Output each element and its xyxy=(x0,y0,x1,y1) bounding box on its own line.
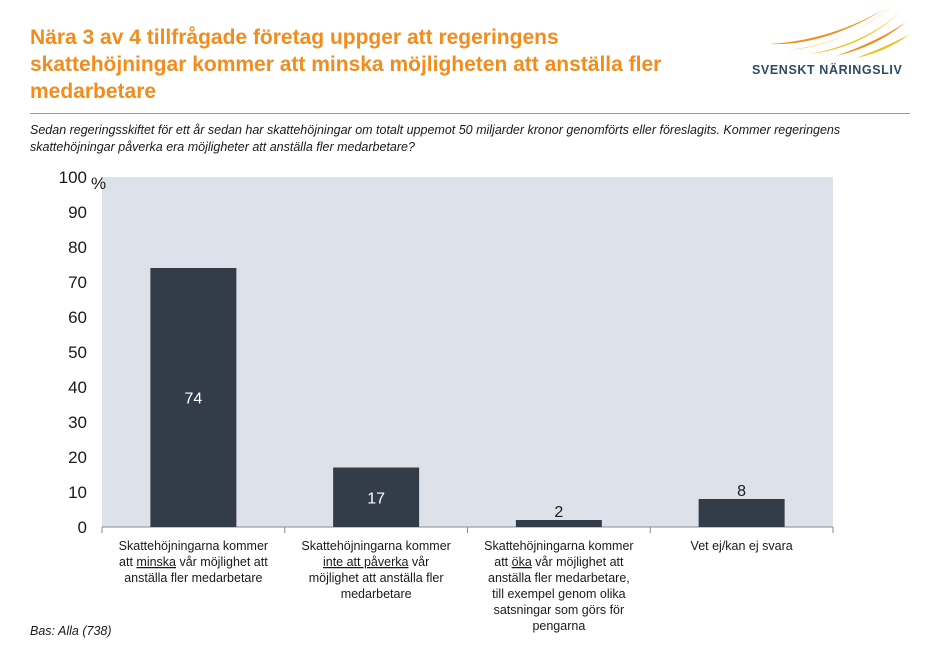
y-tick-label: 80 xyxy=(68,238,87,257)
y-tick-label: 90 xyxy=(68,203,87,222)
x-tick-label: satsningar som görs för xyxy=(494,603,625,617)
x-tick-label: Skattehöjningarna kommer xyxy=(484,539,633,553)
data-label: 2 xyxy=(554,504,563,521)
base-footnote: Bas: Alla (738) xyxy=(30,624,112,638)
y-tick-label: 70 xyxy=(68,273,87,292)
y-tick-label: 50 xyxy=(68,343,87,362)
bar xyxy=(150,268,237,527)
y-tick-label: 100 xyxy=(59,168,87,187)
x-tick-label: möjlighet att anställa fler xyxy=(309,571,444,585)
y-axis-label: % xyxy=(91,174,106,193)
x-tick-label: inte att påverka vår xyxy=(323,555,429,569)
y-tick-label: 10 xyxy=(68,483,87,502)
x-tick-label: Skattehöjningarna kommer xyxy=(301,539,450,553)
data-label: 74 xyxy=(184,391,202,408)
page-title: Nära 3 av 4 tillfrågade företag uppger a… xyxy=(30,26,662,103)
x-tick-label: till exempel genom olika xyxy=(492,587,625,601)
data-label: 8 xyxy=(737,483,746,500)
data-label: 17 xyxy=(367,490,385,507)
y-tick-label: 0 xyxy=(78,518,87,537)
bar xyxy=(698,499,785,527)
x-tick-label: Skattehöjningarna kommer xyxy=(119,539,268,553)
x-tick-label: medarbetare xyxy=(341,587,412,601)
x-tick-label: Vet ej/kan ej svara xyxy=(691,539,793,553)
survey-question: Sedan regeringsskiftet för ett år sedan … xyxy=(30,123,841,154)
y-tick-label: 30 xyxy=(68,413,87,432)
bar xyxy=(515,520,602,527)
x-tick-label: pengarna xyxy=(532,619,585,633)
logo-text: SVENSKT NÄRINGSLIV xyxy=(752,63,903,77)
header-divider xyxy=(30,113,910,114)
y-tick-label: 20 xyxy=(68,448,87,467)
x-tick-label: att minska vår möjlighet att xyxy=(119,555,268,569)
bar xyxy=(333,467,420,527)
y-tick-label: 40 xyxy=(68,378,87,397)
x-tick-label: anställa fler medarbetare, xyxy=(488,571,630,585)
bar-chart: 0 10 20 30 40 50 60 70 80 90 100 % 74 17 2 8 Skattehöjni… xyxy=(59,168,834,633)
x-tick-label: anställa fler medarbetare xyxy=(124,571,262,585)
x-tick-label: att öka vår möjlighet att xyxy=(494,555,624,569)
y-tick-label: 60 xyxy=(68,308,87,327)
